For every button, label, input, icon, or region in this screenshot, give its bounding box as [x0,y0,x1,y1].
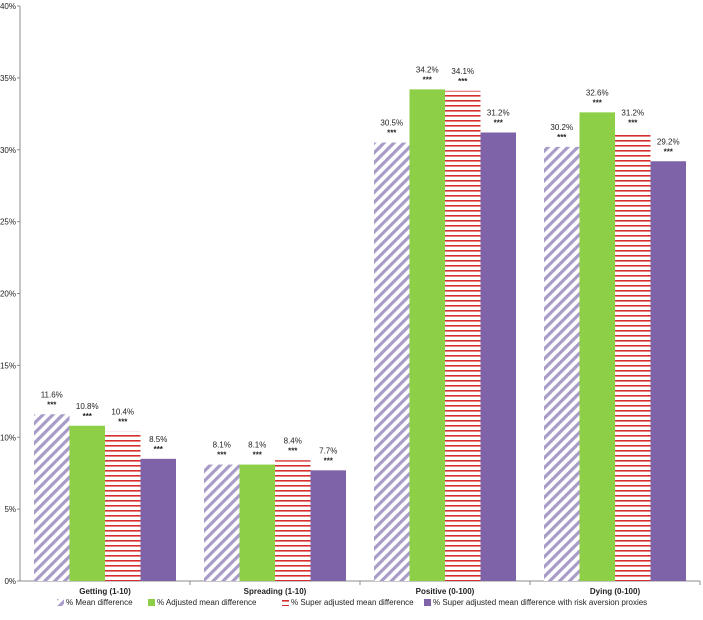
bar [69,425,105,581]
significance-label: *** [288,446,298,455]
data-label: 30.5% [380,119,403,128]
legend-label: % Super adjusted mean difference with ri… [433,598,647,607]
significance-label: *** [217,451,227,460]
bar [409,89,445,581]
significance-label: *** [324,456,334,465]
data-label: 31.2% [487,109,510,118]
legend-swatch [148,599,155,606]
data-label: 8.5% [149,435,167,444]
legend-swatch [57,599,64,606]
legend-swatch [424,599,431,606]
significance-label: *** [387,129,397,138]
data-label: 8.4% [284,436,302,445]
x-tick-label: Positive (0-100) [416,587,475,596]
significance-label: *** [557,133,567,142]
legend-label: % Super adjusted mean difference [291,598,414,607]
significance-label: *** [118,418,128,427]
y-tick-label: 0% [4,577,16,586]
bar [34,414,70,581]
significance-label: *** [154,445,164,454]
bar [650,161,686,581]
x-tick-label: Dying (0-100) [590,587,641,596]
legend-swatch [282,599,289,606]
bar [579,112,615,581]
data-label: 10.8% [76,402,99,411]
data-label: 10.4% [111,408,134,417]
bar [275,460,311,581]
data-label: 30.2% [550,123,573,132]
y-tick-label: 10% [0,433,16,442]
bar [105,431,141,581]
y-tick-label: 20% [0,290,16,299]
y-tick-label: 15% [0,361,16,370]
bar [615,132,651,581]
y-tick-label: 30% [0,146,16,155]
legend-label: % Mean difference [66,598,133,607]
legend-label: % Adjusted mean difference [157,598,257,607]
data-label: 8.1% [213,441,231,450]
bar [544,146,580,581]
data-label: 29.2% [657,137,680,146]
x-tick-label: Getting (1-10) [79,587,131,596]
significance-label: *** [423,75,433,84]
y-tick-label: 25% [0,218,16,227]
significance-label: *** [628,119,638,128]
data-label: 8.1% [248,441,266,450]
significance-label: *** [494,119,504,128]
bar [480,132,516,581]
bar [310,470,346,581]
data-label: 34.1% [451,67,474,76]
x-tick-label: Spreading (1-10) [244,587,307,596]
bar [204,464,240,581]
y-tick-label: 35% [0,74,16,83]
y-tick-label: 5% [4,505,16,514]
significance-label: *** [83,412,93,421]
bar [374,142,410,581]
data-label: 11.6% [41,390,63,399]
bar [140,458,176,581]
data-label: 34.2% [416,65,439,74]
bar [445,90,481,581]
significance-label: *** [47,400,57,409]
bar [239,464,275,581]
significance-label: *** [664,147,674,156]
significance-label: *** [458,77,468,86]
data-label: 32.6% [586,88,609,97]
y-tick-label: 40% [0,2,16,11]
significance-label: *** [593,98,603,107]
significance-label: *** [253,451,263,460]
data-label: 7.7% [319,446,337,455]
data-label: 31.2% [621,109,644,118]
